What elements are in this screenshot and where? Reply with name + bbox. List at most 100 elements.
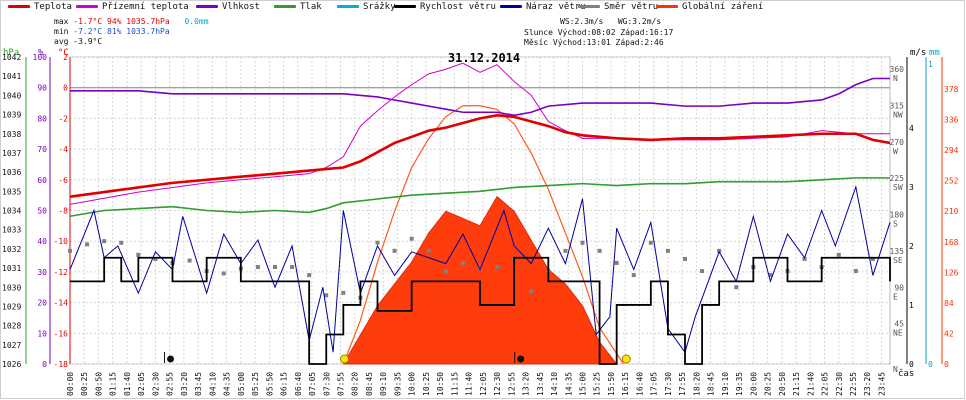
legend-item: Směr větru (578, 2, 658, 12)
legend-label: Globální záření (682, 2, 764, 12)
legend-item: Rychlost větru (394, 2, 496, 12)
wind-dir-point (836, 252, 841, 257)
radiation-theory-line (342, 105, 625, 365)
wind-dir-point (255, 265, 260, 269)
wind-dir-label: W (893, 147, 898, 156)
legend-item: Teplota (8, 2, 72, 12)
wind-dir-point (102, 239, 107, 244)
x-tick-label: 07:05 (308, 372, 317, 396)
x-tick-label: 06:40 (294, 372, 303, 396)
legend-item: Srážky (337, 2, 396, 12)
stats-min-press: 1033.7hPa (126, 27, 170, 36)
legend-label: Směr větru (604, 2, 659, 12)
temperature-tick-label: 2 (63, 53, 68, 62)
x-tick-label: 03:45 (194, 372, 203, 396)
legend-label: Náraz větru (526, 2, 586, 12)
sun-marker (621, 354, 631, 364)
x-tick-label: 12:55 (507, 372, 516, 396)
wind-dir-point (136, 252, 141, 257)
stats-min: min -7.2°C 81% 1033.7hPa (54, 27, 170, 36)
legend-swatch (394, 5, 416, 8)
temperature-tick-label: -12 (54, 268, 69, 277)
legend-item: Globální záření (656, 2, 763, 12)
wind-dir-deg-label: 360 (890, 65, 905, 74)
stats-wind: WS:2.3m/s WG:3.2m/s (560, 17, 661, 26)
wind-dir-point (580, 240, 585, 245)
pressure-tick-label: 1031 (2, 264, 21, 273)
x-tick-label: 02:05 (137, 372, 146, 396)
radiation-tick-label: 336 (944, 116, 959, 125)
pressure-tick-label: 1033 (2, 226, 21, 235)
legend-swatch (196, 5, 218, 8)
stats-avg-temp: -3.9°C (73, 37, 103, 46)
temperature-tick-label: -8 (58, 207, 68, 216)
temperature-tick-label: -6 (58, 176, 68, 185)
unit-cas: čas (898, 369, 915, 379)
humidity-tick-label: 30 (37, 268, 47, 277)
rain-tick-label: 0 (928, 360, 933, 369)
wind-dir-point (375, 240, 380, 245)
temperature-tick-label: -10 (54, 237, 69, 246)
wind-tick-label: 2 (909, 242, 914, 251)
unit-hpa: hPa (3, 48, 20, 58)
wind-dir-deg-label: 135 (890, 247, 905, 256)
wind-dir-point (802, 256, 807, 261)
temperature-line (69, 114, 891, 198)
stats-max-label: max (54, 17, 69, 26)
pressure-tick-label: 1037 (2, 149, 21, 158)
stats-max-rain: 0.0mm (184, 17, 209, 26)
wind-dir-label: S (893, 220, 898, 229)
wind-dir-deg-label: 315 (890, 101, 905, 110)
x-tick-label: 13:45 (536, 372, 545, 396)
wind-dir-point (768, 273, 773, 278)
x-tick-label: 05:25 (251, 372, 260, 396)
humidity-tick-label: 100 (33, 53, 48, 62)
wind-tick-label: 1 (909, 301, 914, 310)
wind-dir-point (307, 273, 312, 278)
wind-dir-point (187, 258, 192, 263)
unit-mm: mm (929, 48, 940, 58)
x-tick-label: 08:20 (351, 372, 360, 396)
x-tick-label: 20:00 (749, 372, 758, 396)
x-tick-label: 02:55 (166, 372, 175, 396)
temperature-tick-label: -14 (54, 299, 69, 308)
pressure-tick-label: 1040 (2, 91, 21, 100)
wind-dir-point (273, 265, 277, 269)
legend-label: Tlak (300, 2, 322, 12)
wind-dir-point (443, 269, 448, 274)
stats-wg: WG:3.2m/s (617, 17, 662, 26)
x-tick-label: 09:35 (393, 372, 402, 396)
temperature-tick-label: -16 (54, 329, 69, 338)
x-tick-label: 08:45 (365, 372, 374, 396)
gust-line (69, 184, 891, 354)
x-tick-label: 20:50 (778, 372, 787, 396)
temperature-tick-label: -2 (58, 114, 68, 123)
x-tick-label: 15:00 (579, 372, 588, 396)
pressure-tick-label: 1027 (2, 341, 21, 350)
x-tick-label: 18:20 (692, 372, 701, 396)
x-tick-label: 04:10 (208, 372, 217, 396)
x-tick-label: 19:35 (735, 372, 744, 396)
stats-max: max -1.7°C 94% 1035.7hPa 0.0mm (54, 17, 209, 26)
wind-dir-label: E (893, 292, 898, 301)
pressure-tick-label: 1028 (2, 322, 21, 331)
wind-dir-point (85, 242, 90, 247)
sun-marker (339, 354, 349, 364)
wind-dir-point (597, 248, 602, 253)
x-tick-label: 22:30 (835, 372, 844, 396)
wind-tick-label: 4 (909, 124, 914, 133)
stats-min-label: min (54, 27, 69, 36)
x-tick-label: 04:35 (223, 372, 232, 396)
wind-dir-point (426, 248, 431, 253)
wind-dir-deg-label: 180 (890, 211, 905, 220)
x-tick-label: 16:15 (621, 372, 630, 396)
stats-min-temp: -7.2°C (73, 27, 103, 36)
x-tick-label: 00:00 (66, 372, 75, 396)
wind-dir-point (529, 289, 534, 294)
wind-dir-point (392, 248, 397, 253)
rain-tick-label: 1 (928, 60, 933, 69)
wind-dir-label: N (893, 365, 898, 374)
x-tick-label: 00:50 (94, 372, 103, 396)
